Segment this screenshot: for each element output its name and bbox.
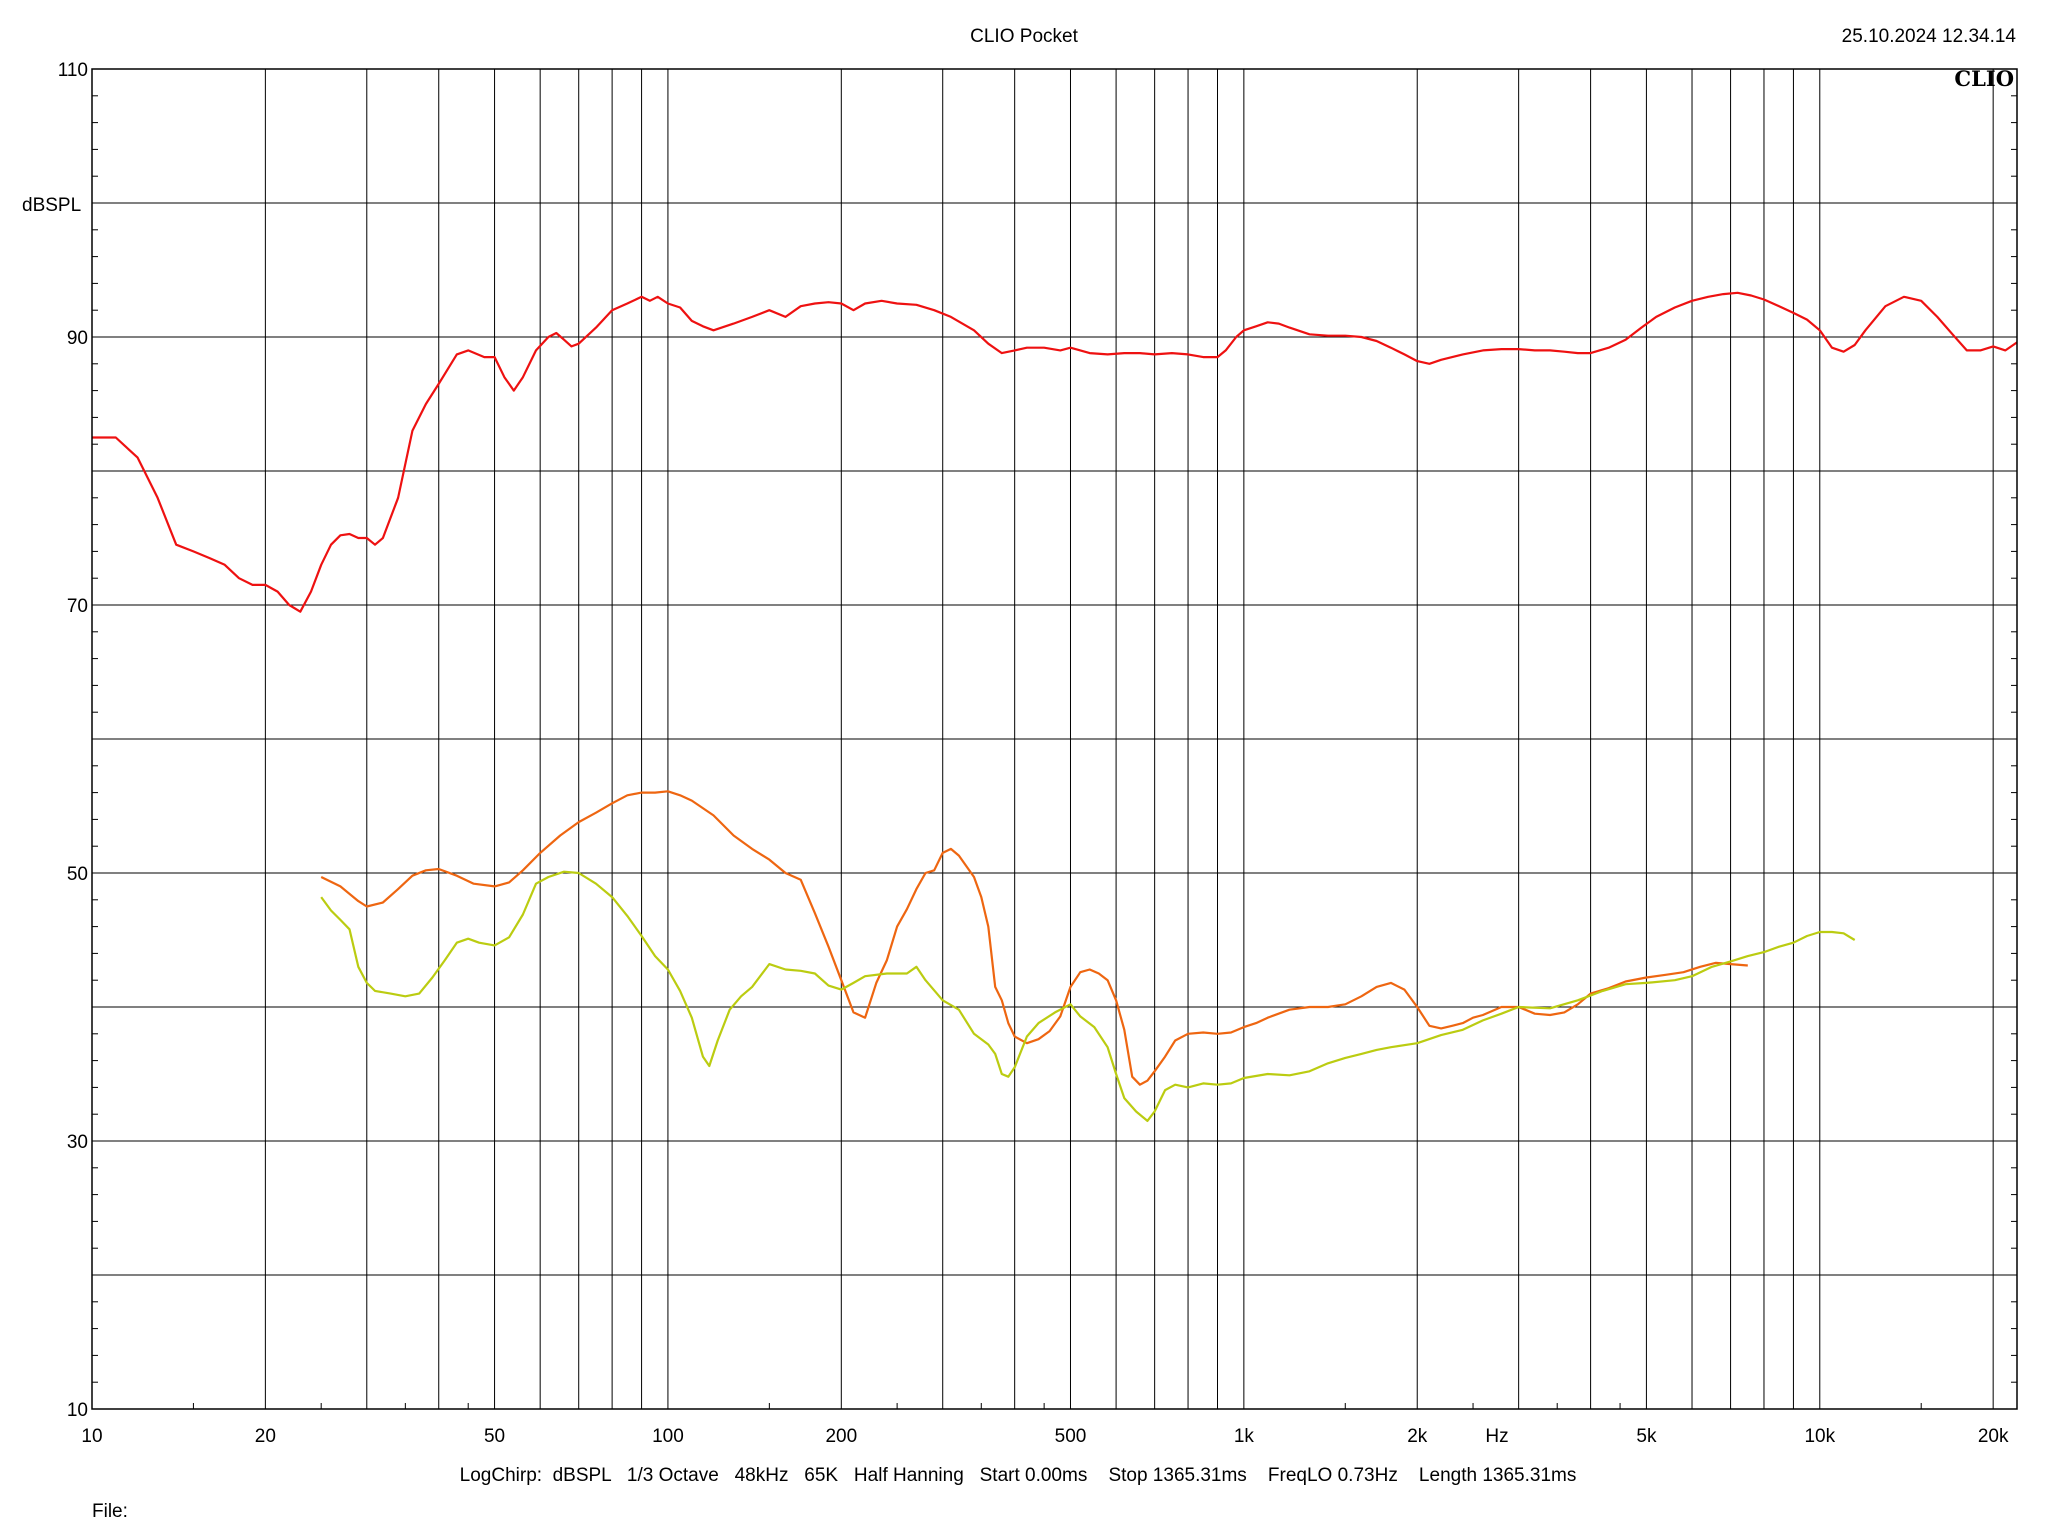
- x-tick-label: 100: [652, 1426, 684, 1447]
- timestamp: 25.10.2024 12.34.14: [1842, 26, 2017, 47]
- y-tick-label: 30: [67, 1132, 88, 1153]
- x-tick-label: 200: [825, 1426, 857, 1447]
- x-tick-label: 2k: [1407, 1426, 1428, 1447]
- x-tick-label: 20k: [1978, 1426, 2009, 1447]
- x-axis-labels: 10 20 50 100 200 500 1k 2k 5k 10k 20k: [81, 1426, 2009, 1447]
- series-lines: [92, 291, 2018, 1123]
- plot-frame: [91, 68, 2018, 1410]
- y-tick-label: 50: [67, 864, 88, 885]
- series-line-3: [320, 870, 1856, 1123]
- x-tick-label: 20: [255, 1426, 276, 1447]
- y-tick-label: 70: [67, 596, 88, 617]
- x-tick-label: 5k: [1636, 1426, 1657, 1447]
- clio-logo: CLIO: [1954, 66, 2014, 91]
- chart-title: CLIO Pocket: [970, 26, 1078, 47]
- y-axis-label: dBSPL: [22, 195, 81, 216]
- file-label: File:: [92, 1501, 128, 1522]
- x-tick-label: 1k: [1234, 1426, 1255, 1447]
- x-tick-label: 50: [484, 1426, 505, 1447]
- measurement-settings: LogChirp: dBSPL 1/3 Octave 48kHz 65K Hal…: [460, 1465, 1577, 1486]
- x-tick-label: 10k: [1804, 1426, 1835, 1447]
- series-line-2: [320, 790, 1748, 1086]
- x-tick-label: 10: [81, 1426, 102, 1447]
- y-tick-label: 10: [67, 1400, 88, 1421]
- grid: [91, 68, 2017, 1410]
- y-tick-label: 90: [67, 328, 88, 349]
- x-axis-label: Hz: [1485, 1426, 1508, 1447]
- y-axis-labels: 110 90 70 50 30 10: [58, 60, 88, 1421]
- x-tick-label: 500: [1055, 1426, 1087, 1447]
- x-axis-ticks: [192, 1403, 1922, 1409]
- y-tick-label: 110: [58, 60, 88, 81]
- series-line-1: [92, 291, 2018, 613]
